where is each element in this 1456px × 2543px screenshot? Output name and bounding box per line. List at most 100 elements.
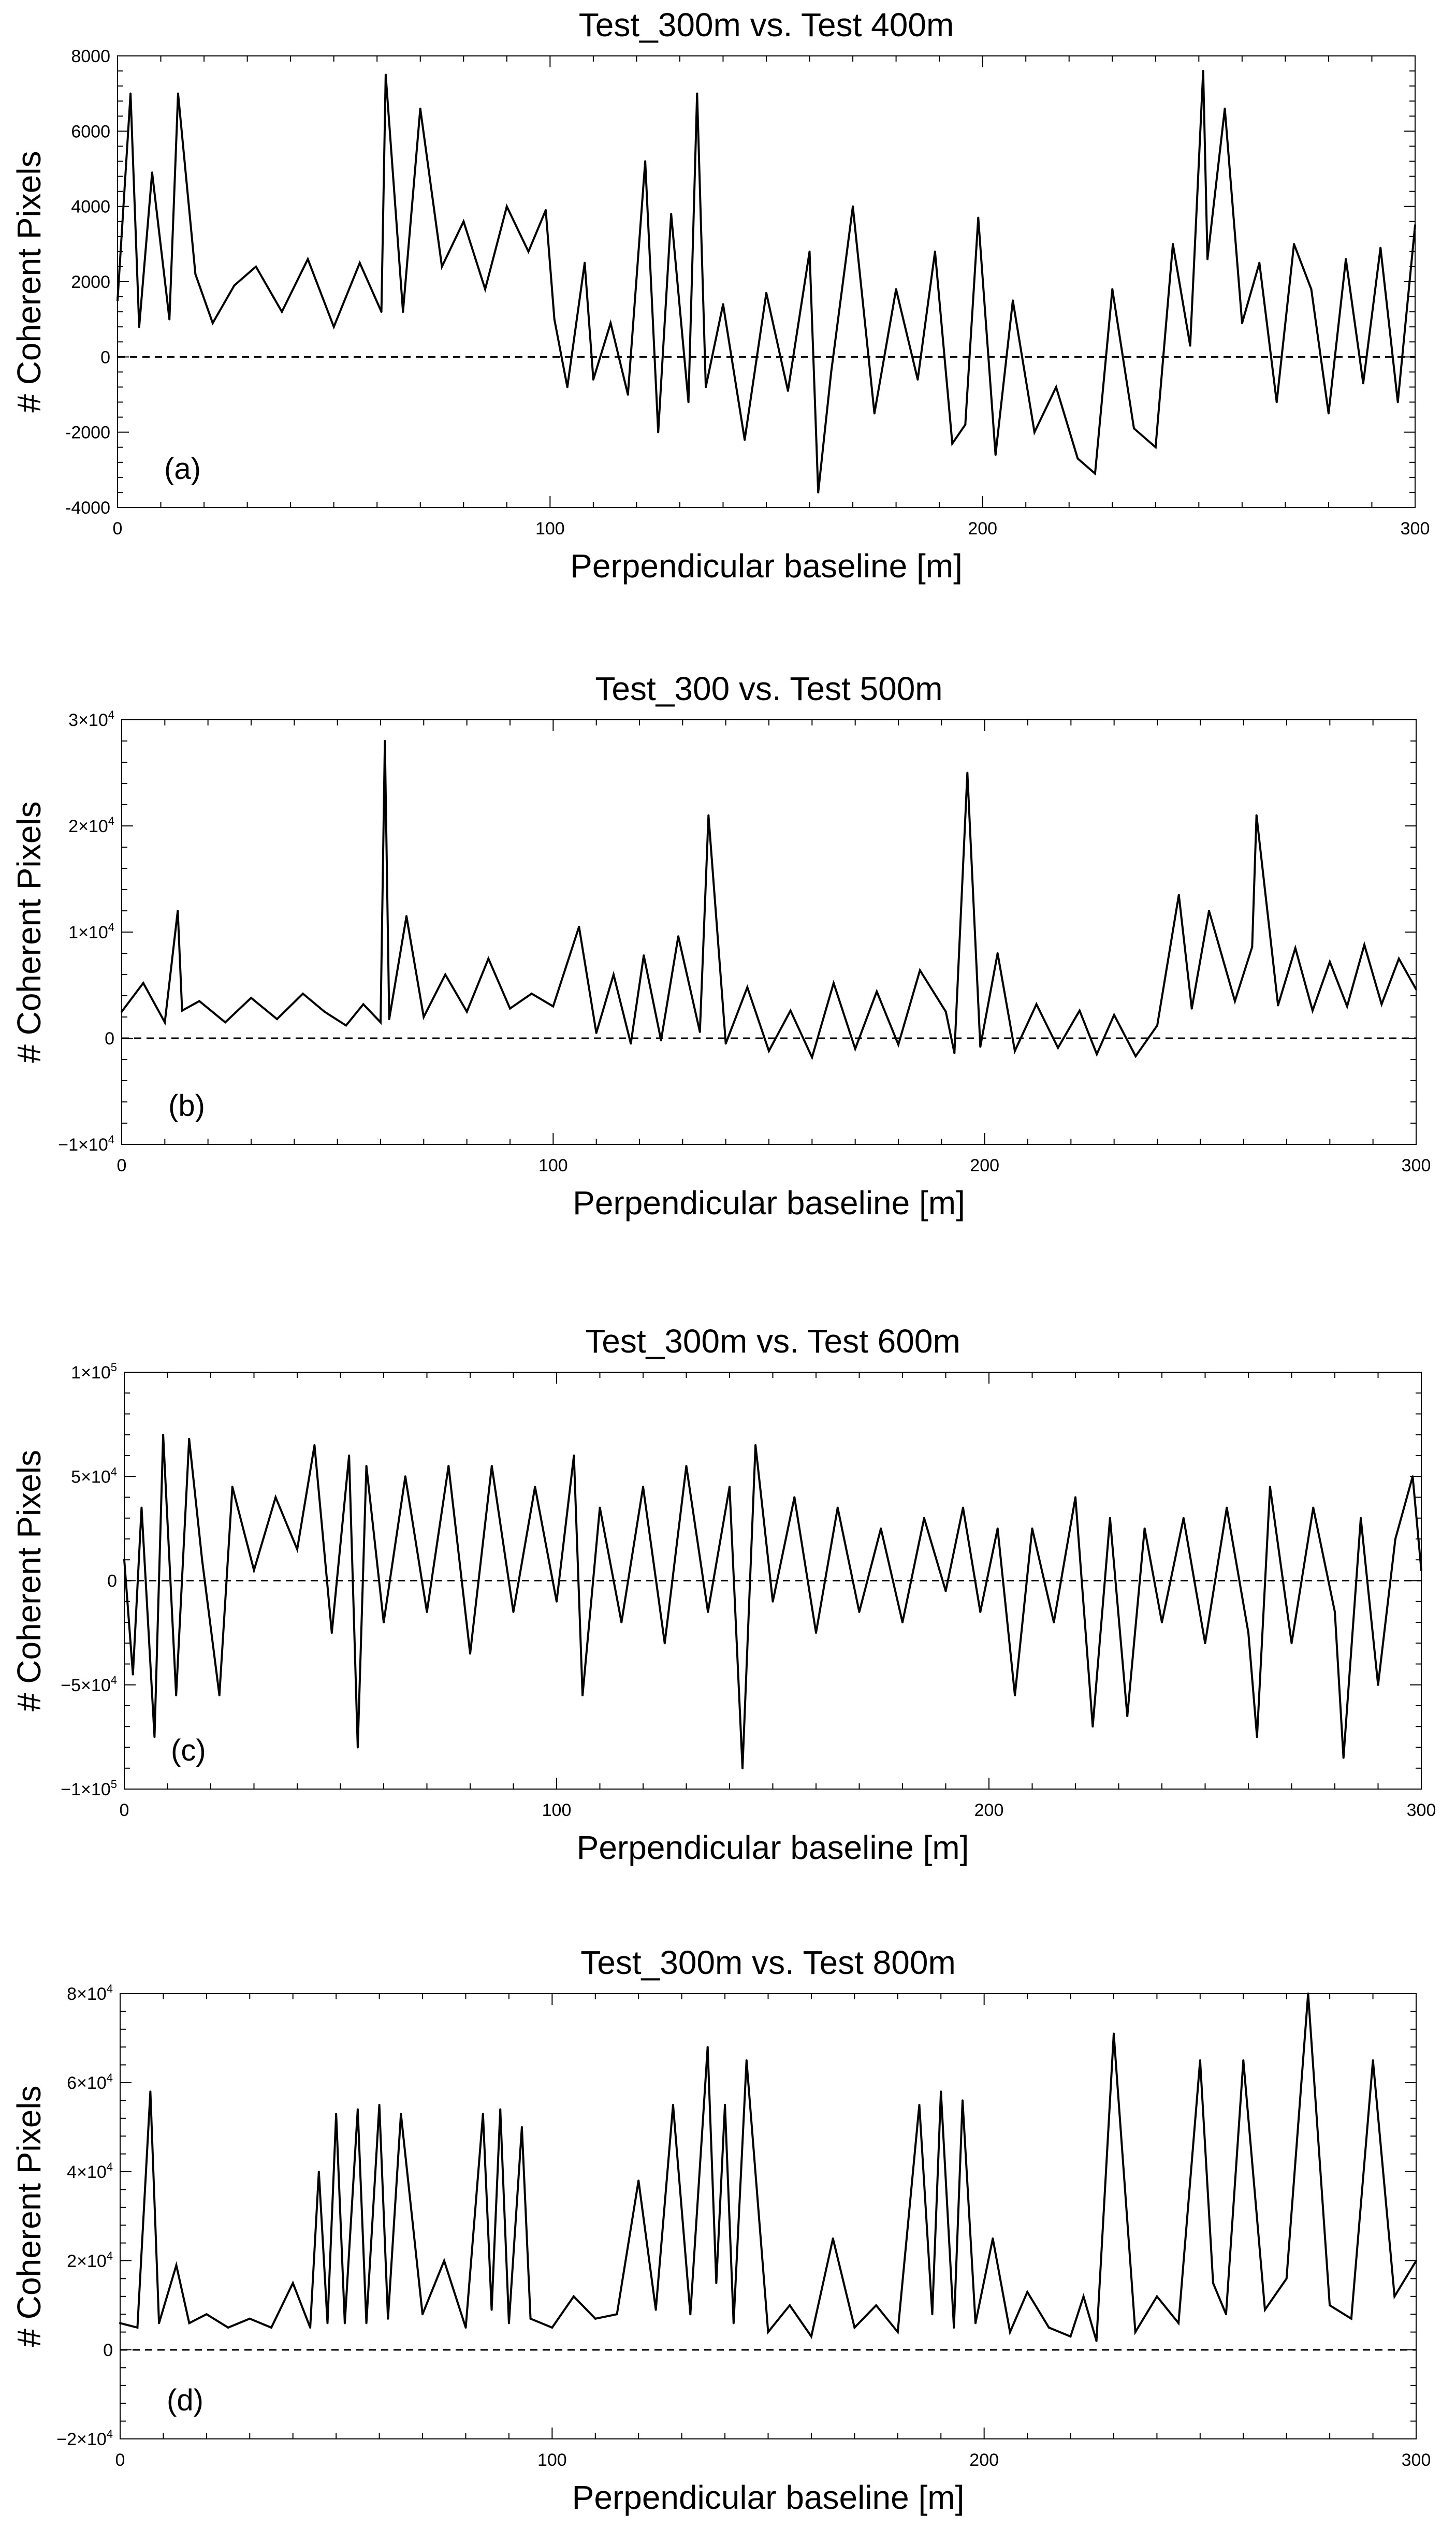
data-point — [335, 2113, 338, 2115]
data-point — [573, 1455, 575, 1457]
data-point — [153, 1736, 156, 1738]
data-point — [419, 107, 421, 110]
data-point — [1082, 2295, 1085, 2298]
x-tick-label: 200 — [974, 1800, 1004, 1820]
data-point — [741, 1767, 744, 1769]
y-tick-label: -4000 — [65, 498, 110, 518]
data-point — [964, 424, 967, 426]
data-point — [660, 1039, 662, 1042]
data-point — [1372, 2059, 1374, 2061]
data-point — [1269, 1486, 1271, 1488]
data-point — [916, 378, 919, 381]
chart-panel-2: 0 100 200 300−1×10401×1042×1043×104Test_300… — [10, 670, 1431, 1222]
data-point — [1258, 261, 1261, 264]
data-point — [934, 250, 936, 253]
data-point — [162, 1433, 165, 1436]
data-point — [201, 1559, 203, 1561]
data-point — [1057, 1047, 1059, 1049]
data-point — [616, 2313, 618, 2316]
data-point — [961, 2099, 964, 2102]
data-point — [657, 431, 660, 433]
y-tick-label: 4000 — [71, 197, 110, 217]
data-point — [544, 209, 547, 211]
data-point — [1294, 947, 1297, 949]
data-point — [962, 1506, 964, 1509]
data-point — [724, 1042, 727, 1045]
data-point — [499, 2108, 502, 2111]
data-point — [1345, 258, 1347, 260]
series-line — [123, 1434, 1422, 1768]
data-point — [789, 1009, 792, 1012]
data-point — [302, 992, 304, 995]
y-tick-label: 3×104 — [68, 708, 114, 730]
data-point — [1094, 472, 1096, 475]
x-axis-label: Perpendicular baseline [m] — [572, 2479, 965, 2516]
data-point — [644, 160, 647, 163]
data-point — [815, 1632, 817, 1634]
data-point — [1360, 1517, 1362, 1519]
x-tick-label: 100 — [542, 1800, 572, 1820]
data-point — [1069, 2335, 1072, 2338]
data-point — [578, 925, 580, 928]
x-tick-label: 0 — [115, 2450, 125, 2470]
data-point — [789, 2304, 791, 2306]
data-point — [951, 442, 954, 445]
data-point — [388, 1018, 390, 1021]
data-point — [529, 2317, 532, 2320]
data-point — [1415, 988, 1417, 991]
data-point — [348, 1455, 351, 1457]
data-point — [1095, 2339, 1098, 2342]
data-point — [620, 1621, 623, 1623]
data-point — [194, 273, 197, 275]
data-point — [1177, 2322, 1180, 2324]
data-point — [426, 1610, 428, 1613]
data-point — [356, 2108, 359, 2111]
data-point — [205, 2313, 208, 2316]
x-tick-label: 200 — [970, 1156, 999, 1175]
data-point — [164, 1021, 166, 1024]
data-point — [654, 2308, 657, 2311]
data-point — [1076, 457, 1079, 460]
plot-frame — [120, 1993, 1417, 2439]
data-point — [1154, 446, 1157, 448]
data-point — [1293, 243, 1295, 245]
data-point — [231, 1486, 234, 1488]
data-point — [464, 2327, 467, 2329]
data-point — [530, 992, 533, 995]
data-point — [330, 1632, 333, 1634]
y-tick-label: 2×104 — [67, 2249, 113, 2271]
data-point — [630, 1042, 632, 1045]
data-point — [520, 2126, 523, 2128]
data-point — [705, 386, 707, 388]
data-point — [181, 1009, 183, 1012]
data-point — [687, 401, 690, 403]
data-point — [771, 1600, 774, 1603]
y-tick-label: 1×104 — [68, 921, 114, 942]
y-tick-label: 6×104 — [67, 2071, 113, 2093]
data-point — [996, 1527, 999, 1530]
data-point — [1285, 2277, 1288, 2280]
data-point — [643, 954, 645, 957]
data-point — [1012, 299, 1014, 302]
data-point — [1035, 1003, 1038, 1006]
data-point — [421, 2313, 424, 2316]
data-point — [1133, 427, 1135, 430]
data-point — [613, 973, 615, 976]
data-point — [132, 1673, 134, 1676]
data-point — [1134, 1055, 1137, 1057]
data-point — [307, 258, 309, 260]
data-point — [380, 311, 383, 313]
data-point — [383, 1621, 385, 1623]
data-point — [365, 2322, 368, 2324]
data-point — [250, 997, 252, 999]
data-point — [696, 92, 698, 95]
data-point — [1397, 957, 1400, 960]
x-tick-label: 100 — [538, 1156, 568, 1175]
data-point — [836, 1506, 839, 1509]
data-point — [1310, 288, 1313, 290]
data-point — [677, 935, 679, 938]
data-point — [447, 1465, 450, 1467]
data-point — [1312, 1009, 1314, 1012]
data-point — [1263, 2308, 1266, 2311]
data-point — [332, 326, 335, 328]
